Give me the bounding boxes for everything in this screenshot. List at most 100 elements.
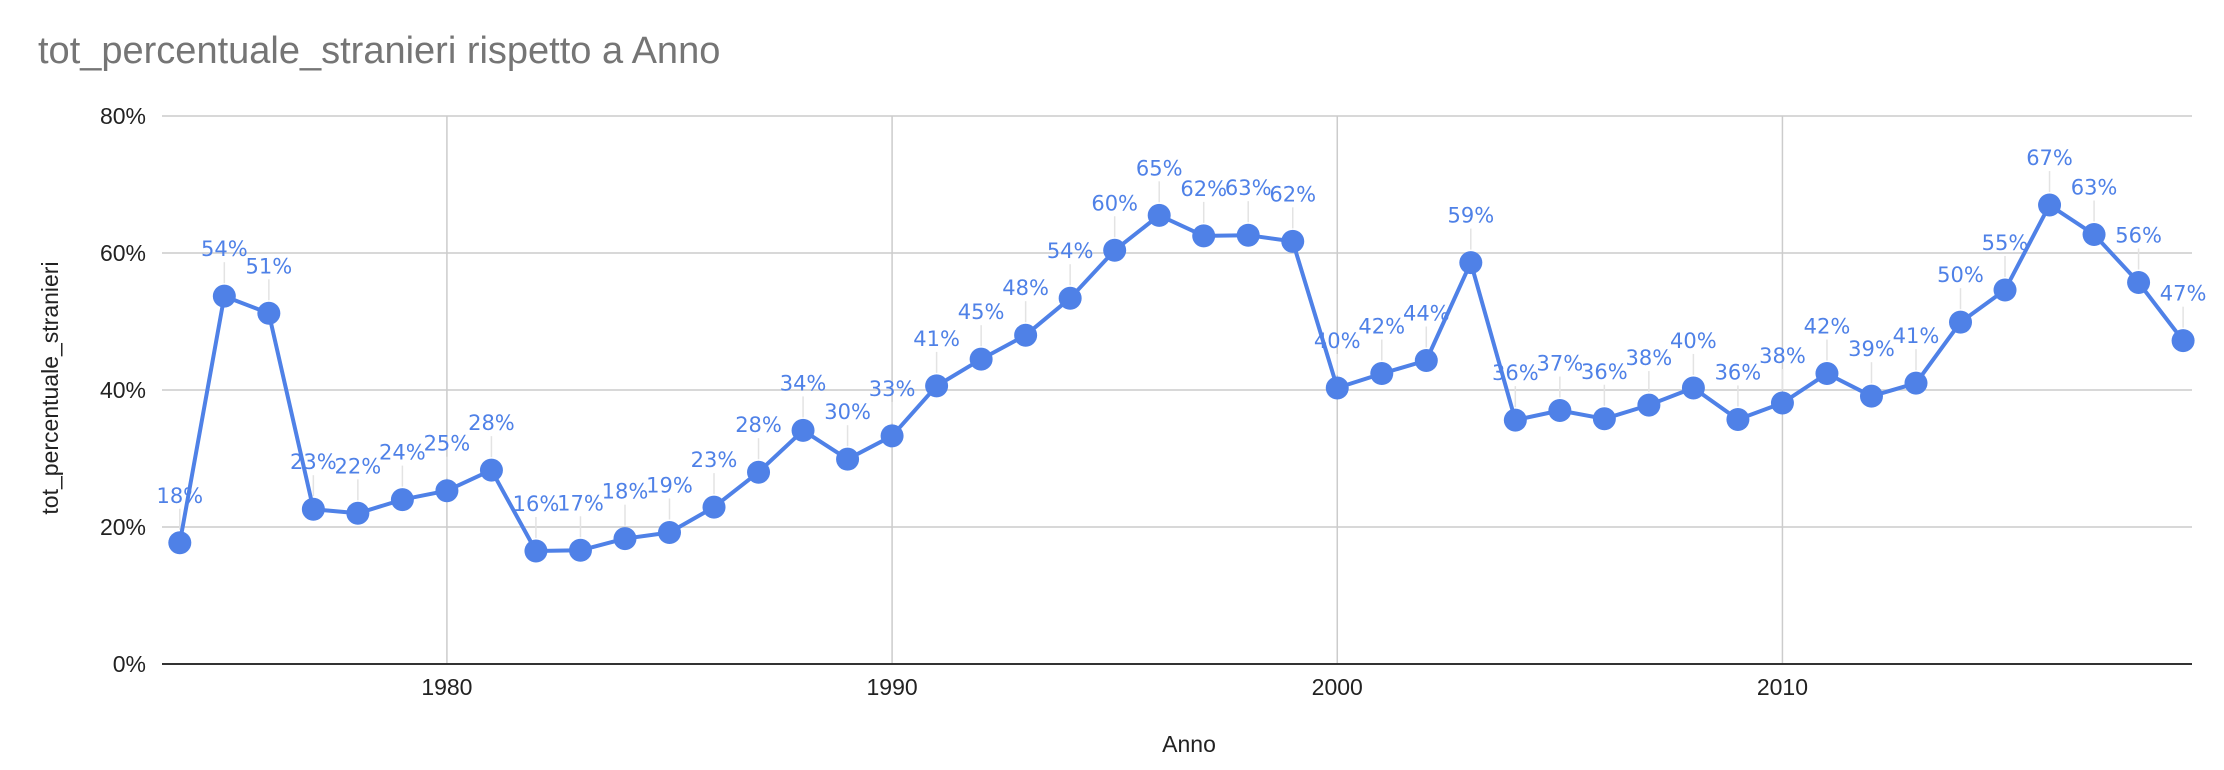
data-label: 55%	[1982, 231, 2029, 255]
data-point	[1548, 399, 1572, 423]
data-point	[613, 527, 637, 551]
data-label: 48%	[1002, 276, 1049, 300]
data-point	[212, 284, 236, 308]
data-label: 47%	[2160, 282, 2207, 306]
data-point	[1592, 407, 1616, 431]
data-point	[1726, 407, 1750, 431]
data-point	[2171, 329, 2195, 353]
data-label: 62%	[1180, 177, 1227, 201]
data-labels: 18%54%51%23%22%24%25%28%16%17%18%19%23%2…	[156, 146, 2206, 516]
label-leader-lines	[179, 171, 2184, 538]
y-axis-title: tot_percentuale_stranieri	[37, 261, 63, 514]
chart-title: tot_percentuale_stranieri rispetto a Ann…	[38, 30, 721, 72]
data-label: 42%	[1804, 315, 1851, 339]
data-point	[257, 301, 281, 325]
data-label: 56%	[2115, 223, 2162, 247]
data-label: 63%	[1225, 176, 1272, 200]
data-label: 23%	[290, 450, 337, 474]
data-point	[301, 497, 325, 521]
data-label: 33%	[869, 377, 916, 401]
data-label: 28%	[735, 413, 782, 437]
data-label: 36%	[1581, 360, 1628, 384]
data-point	[479, 458, 503, 482]
data-point	[925, 374, 949, 398]
x-tick-label: 1980	[421, 674, 472, 700]
data-label: 44%	[1403, 302, 1450, 326]
data-label: 36%	[1715, 360, 1762, 384]
data-point	[791, 418, 815, 442]
data-point	[658, 520, 681, 544]
data-label: 59%	[1447, 204, 1494, 228]
data-point	[1904, 371, 1928, 395]
data-label: 24%	[379, 441, 426, 465]
data-point	[880, 424, 904, 448]
data-point	[1014, 323, 1038, 347]
data-label: 36%	[1492, 361, 1539, 385]
data-label: 41%	[913, 327, 960, 351]
data-label: 18%	[602, 480, 649, 504]
data-point	[2082, 223, 2106, 247]
data-point	[1103, 238, 1127, 262]
data-point	[1192, 224, 1216, 248]
data-label: 23%	[691, 448, 738, 472]
data-label: 45%	[958, 300, 1005, 324]
data-point	[1147, 203, 1171, 227]
data-point	[702, 495, 726, 519]
data-point	[435, 479, 459, 503]
data-label: 51%	[245, 254, 292, 278]
data-points	[168, 193, 2195, 563]
data-label: 19%	[646, 473, 693, 497]
data-point	[1949, 310, 1973, 334]
data-point	[568, 538, 592, 562]
data-label: 41%	[1893, 324, 1940, 348]
data-label: 50%	[1937, 263, 1984, 287]
data-point	[346, 501, 370, 525]
axes: 0% 20% 40% 60% 80% 1980 1990 2000 2010	[100, 103, 2192, 700]
series-line-group	[177, 203, 2185, 553]
x-tick-label: 2000	[1312, 674, 1363, 700]
data-label: 63%	[2071, 176, 2118, 200]
data-label: 17%	[557, 491, 604, 515]
data-point	[1681, 376, 1705, 400]
y-tick-label: 0%	[113, 651, 146, 677]
data-point	[2038, 193, 2062, 217]
data-point	[1325, 376, 1349, 400]
data-point	[1414, 349, 1438, 373]
y-tick-label: 40%	[100, 377, 146, 403]
data-point	[1459, 251, 1483, 275]
x-axis-title: Anno	[1162, 731, 1216, 757]
y-tick-label: 60%	[100, 240, 146, 266]
data-point	[747, 460, 771, 484]
data-label: 67%	[2026, 146, 2073, 170]
data-label: 37%	[1537, 352, 1584, 376]
data-point	[390, 488, 414, 512]
data-point	[524, 539, 548, 563]
data-label: 54%	[1047, 239, 1094, 263]
data-point	[1637, 393, 1661, 417]
data-label: 65%	[1136, 156, 1183, 180]
data-point	[1993, 278, 2017, 302]
data-label: 40%	[1314, 329, 1361, 353]
data-label: 62%	[1269, 182, 1316, 206]
data-label: 39%	[1848, 337, 1895, 361]
data-point	[1859, 384, 1883, 408]
data-label: 22%	[335, 454, 382, 478]
data-label: 18%	[156, 484, 203, 508]
data-point	[1815, 362, 1839, 386]
data-label: 30%	[824, 400, 871, 424]
gridlines	[162, 115, 2192, 664]
data-point	[969, 347, 993, 371]
data-point	[1503, 408, 1527, 432]
data-label: 25%	[424, 432, 471, 456]
x-tick-label: 1990	[867, 674, 918, 700]
x-tick-label: 2010	[1757, 674, 1808, 700]
data-label: 38%	[1759, 344, 1806, 368]
data-label: 40%	[1670, 329, 1717, 353]
data-label: 38%	[1626, 346, 1673, 370]
y-tick-label: 80%	[100, 103, 146, 129]
data-point	[168, 531, 192, 555]
data-label: 54%	[201, 237, 248, 261]
data-label: 16%	[513, 492, 560, 516]
data-label: 34%	[780, 371, 827, 395]
